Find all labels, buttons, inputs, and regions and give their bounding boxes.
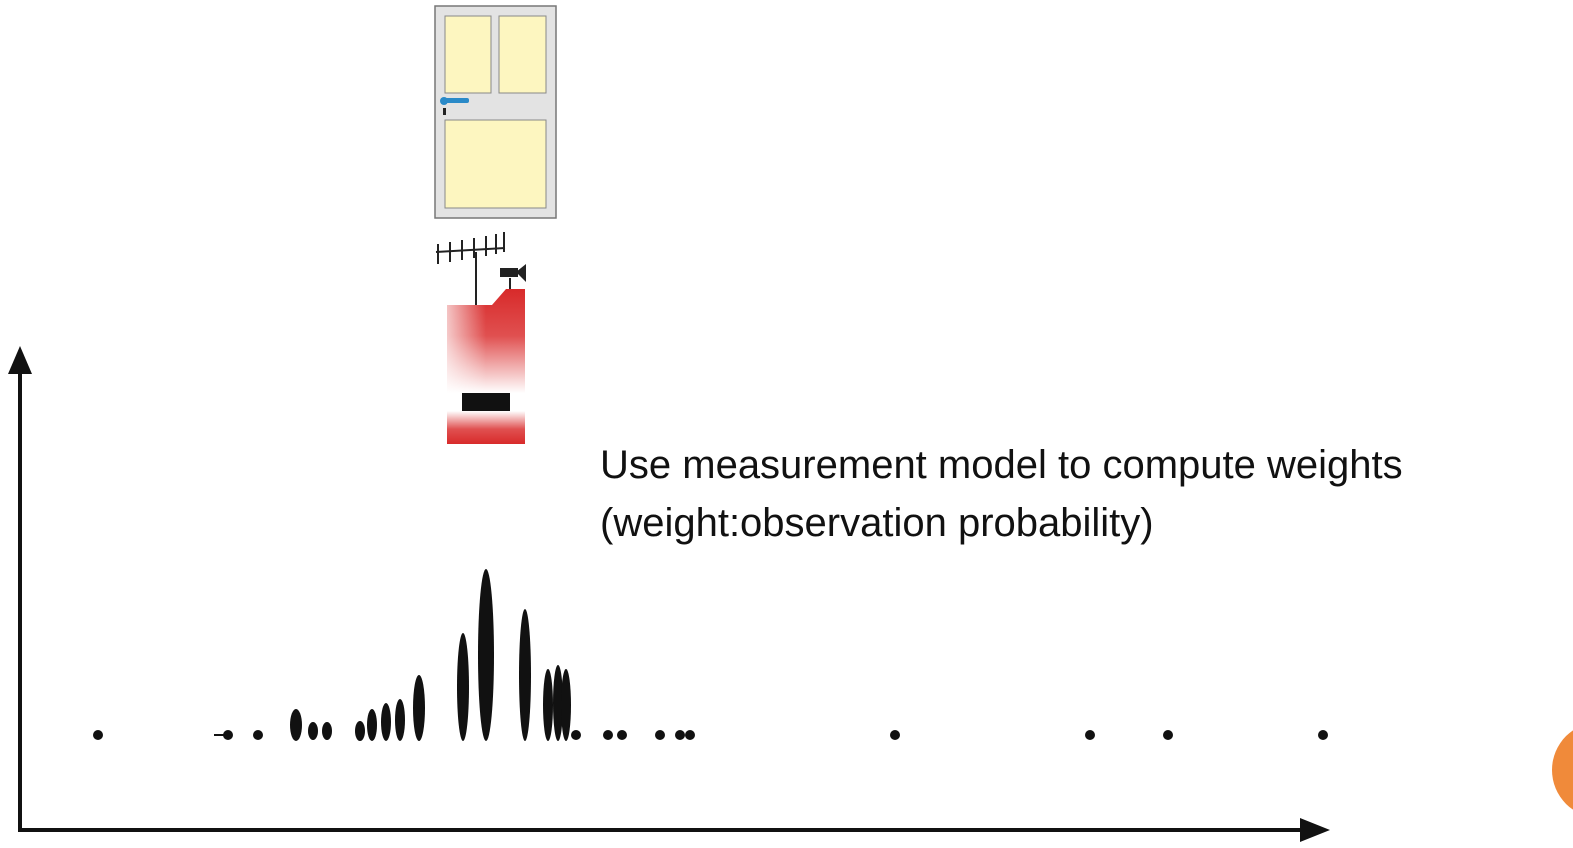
- particle: [617, 730, 627, 740]
- particle: [1085, 730, 1095, 740]
- caption-line: (weight:observation probability): [600, 501, 1154, 545]
- particle: [413, 675, 425, 741]
- particle: [223, 730, 233, 740]
- particle: [395, 699, 405, 741]
- particle: [367, 709, 377, 741]
- particle: [519, 609, 531, 741]
- particle: [685, 730, 695, 740]
- particle: [603, 730, 613, 740]
- caption-line: Use measurement model to compute weights: [600, 443, 1403, 487]
- particle: [93, 730, 103, 740]
- particle: [253, 730, 263, 740]
- particle: [478, 569, 494, 741]
- axes: [8, 346, 1330, 842]
- particle: [675, 730, 685, 740]
- particle: [322, 722, 332, 740]
- particle: [1318, 730, 1328, 740]
- particle: [655, 730, 665, 740]
- particle: [308, 722, 318, 740]
- particle: [355, 721, 365, 741]
- particle: [553, 665, 563, 741]
- particle: [381, 703, 391, 741]
- particle: [571, 730, 581, 740]
- robot: [435, 232, 526, 444]
- particles: [93, 569, 1328, 741]
- particle: [561, 669, 571, 741]
- particle: [1163, 730, 1173, 740]
- particle: [290, 709, 302, 741]
- particle: [457, 633, 469, 741]
- particle: [890, 730, 900, 740]
- particle: [543, 669, 553, 741]
- door: [434, 5, 557, 219]
- decoration: [1552, 730, 1573, 810]
